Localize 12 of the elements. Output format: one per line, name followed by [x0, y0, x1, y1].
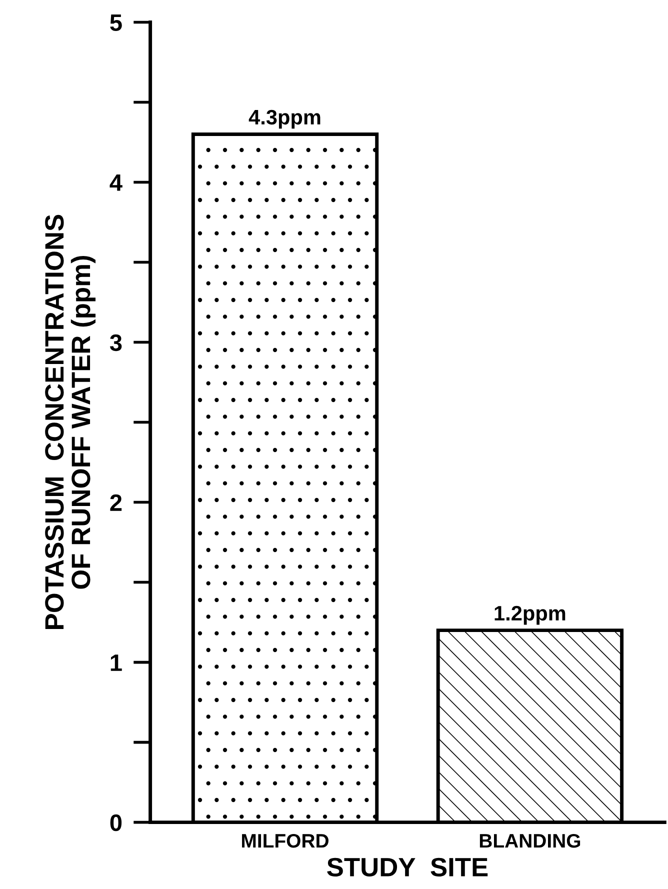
- y-tick-label: 3: [110, 334, 122, 352]
- data-label: 4.3ppm: [248, 110, 320, 129]
- y-tick-label: 2: [110, 494, 122, 511]
- x-tick-label: MILFORD: [242, 834, 328, 848]
- x-axis-title: STUDY SITE: [327, 858, 488, 876]
- y-axis-title: POTASSIUM CONCENTRATIONS OF RUNOFF WATER (ppm): [45, 214, 96, 629]
- y-tick-label: 5: [110, 14, 122, 32]
- y-tick-label: 1: [110, 654, 122, 671]
- y-tick-label: 4: [110, 174, 122, 191]
- data-label: 1.2ppm: [494, 606, 566, 625]
- x-tick-label: BLANDING: [480, 834, 580, 848]
- y-tick-label: 0: [110, 814, 122, 832]
